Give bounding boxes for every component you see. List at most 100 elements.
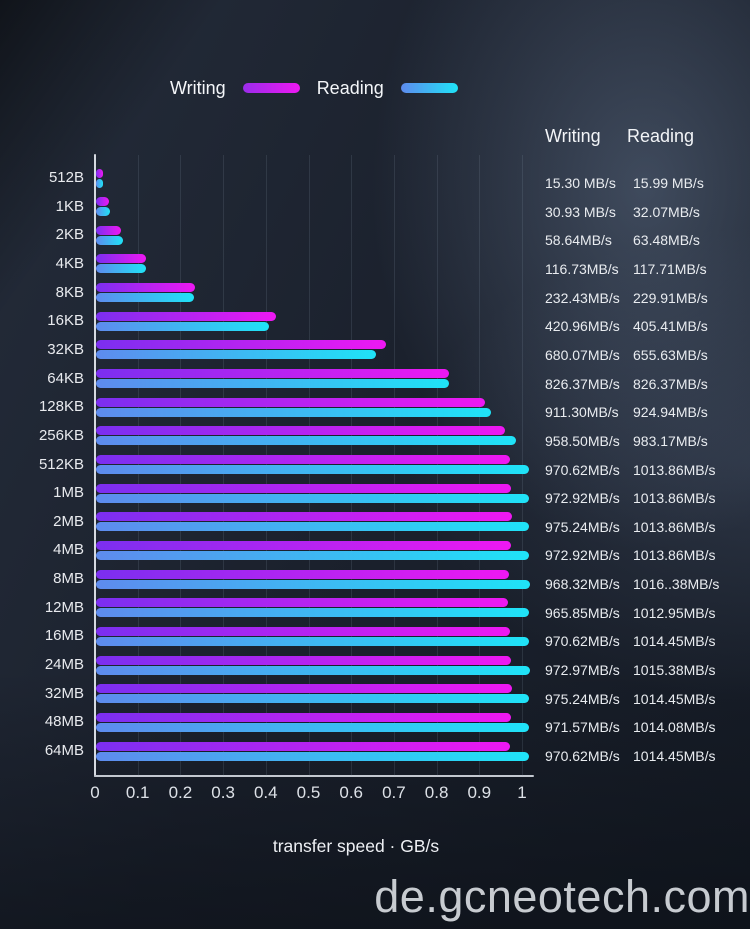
reading-value: 826.37MB/s [633, 375, 708, 392]
writing-value: 970.62MB/s [545, 461, 620, 478]
writing-value: 971.57MB/s [545, 719, 620, 736]
writing-value: 972.92MB/s [545, 490, 620, 507]
x-tick-label: 0 [90, 783, 100, 802]
writing-bar [96, 712, 511, 722]
writing-bar [96, 311, 276, 321]
writing-value: 680.07MB/s [545, 346, 620, 363]
reading-value: 63.48MB/s [633, 232, 700, 249]
y-axis-line [94, 154, 96, 777]
category-label: 4KB [55, 254, 84, 272]
reading-bar [96, 550, 529, 560]
writing-value: 420.96MB/s [545, 318, 620, 335]
writing-bar [96, 283, 196, 293]
category-label: 12MB [44, 598, 84, 616]
writing-value: 30.93 MB/s [545, 203, 616, 220]
reading-value: 229.91MB/s [633, 289, 708, 306]
category-label: 2MB [53, 512, 84, 530]
writing-bar [96, 512, 513, 522]
writing-value: 970.62MB/s [545, 633, 620, 650]
writing-bar [96, 254, 146, 264]
reading-bar [96, 235, 124, 245]
reading-value: 1013.86MB/s [633, 461, 716, 478]
category-label: 128KB [38, 398, 84, 416]
x-tick-label: 0.2 [168, 783, 193, 802]
category-label: 512B [48, 169, 84, 186]
reading-bar [96, 665, 530, 675]
category-label: 64KB [47, 369, 84, 387]
writing-bar [96, 369, 449, 379]
x-tick-label: 0.6 [339, 783, 363, 802]
category-label: 256KB [38, 426, 84, 444]
x-tick-label: 0.8 [424, 783, 449, 802]
reading-value: 983.17MB/s [633, 432, 708, 449]
x-tick-label: 0.5 [296, 783, 321, 802]
category-label: 16KB [47, 312, 84, 330]
category-label: 48MB [44, 713, 84, 731]
writing-value: 826.37MB/s [545, 375, 620, 392]
legend-reading-label: Reading [316, 77, 384, 98]
reading-bar [96, 436, 516, 446]
x-tick-label: 0.3 [211, 783, 235, 802]
reading-bar [96, 522, 529, 532]
category-label: 1MB [53, 484, 84, 502]
reading-value: 924.94MB/s [633, 404, 708, 421]
reading-bar [96, 694, 530, 704]
writing-value: 232.43MB/s [545, 289, 620, 306]
reading-bar [96, 350, 376, 360]
reading-value: 117.71MB/s [633, 260, 707, 277]
writing-value: 965.85MB/s [545, 604, 620, 621]
writing-bar [96, 340, 387, 350]
reading-bar [96, 751, 530, 761]
reading-bar [96, 321, 270, 331]
reading-bar [96, 407, 491, 417]
writing-bar [96, 569, 510, 579]
writing-value: 975.24MB/s [545, 690, 620, 707]
writing-value: 970.62MB/s [545, 748, 620, 764]
category-label: 24MB [44, 656, 84, 674]
reading-bar [96, 293, 195, 303]
table-header-writing: Writing [545, 126, 601, 146]
x-tick-label: 0.1 [125, 783, 150, 802]
writing-bar [96, 168, 103, 178]
writing-bar [96, 225, 122, 235]
x-tick-label: 0.4 [253, 783, 278, 802]
reading-value: 1014.45MB/s [633, 748, 716, 764]
category-label: 2KB [55, 226, 84, 244]
reading-bar [96, 579, 530, 589]
writing-value: 975.24MB/s [545, 518, 620, 535]
writing-bar [96, 655, 512, 665]
category-label: 8MB [53, 570, 84, 588]
reading-value: 1014.45MB/s [633, 633, 716, 650]
category-label: 32KB [47, 340, 84, 358]
category-label: 32MB [44, 684, 84, 702]
category-label: 1KB [55, 197, 84, 215]
reading-bar [96, 636, 530, 646]
x-tick-label: 0.9 [467, 783, 492, 802]
category-label: 8KB [55, 283, 84, 301]
reading-bar [96, 493, 529, 503]
writing-bar [96, 741, 511, 751]
category-label: 16MB [44, 627, 84, 645]
writing-value: 15.30 MB/s [545, 175, 616, 191]
reading-value: 1013.86MB/s [633, 490, 716, 507]
writing-bar [96, 598, 509, 608]
reading-value: 1013.86MB/s [633, 518, 716, 535]
writing-bar [96, 540, 512, 550]
reading-value: 1012.95MB/s [633, 604, 716, 621]
reading-value: 32.07MB/s [633, 203, 700, 220]
reading-value: 1014.08MB/s [633, 719, 716, 736]
legend-writing-swatch [242, 83, 300, 93]
watermark-text: de.gcneotech.com [374, 871, 750, 922]
writing-value: 972.97MB/s [545, 662, 620, 679]
category-label: 64MB [44, 742, 84, 759]
legend-writing-label: Writing [170, 77, 226, 98]
table-header-reading: Reading [627, 126, 695, 146]
x-tick-label: 0.7 [382, 783, 406, 802]
reading-bar [96, 379, 449, 389]
category-label: 512KB [38, 455, 84, 473]
reading-value: 1015.38MB/s [633, 662, 716, 679]
writing-value: 972.92MB/s [545, 547, 620, 564]
legend-reading-swatch [400, 83, 458, 93]
writing-bar [96, 397, 486, 407]
